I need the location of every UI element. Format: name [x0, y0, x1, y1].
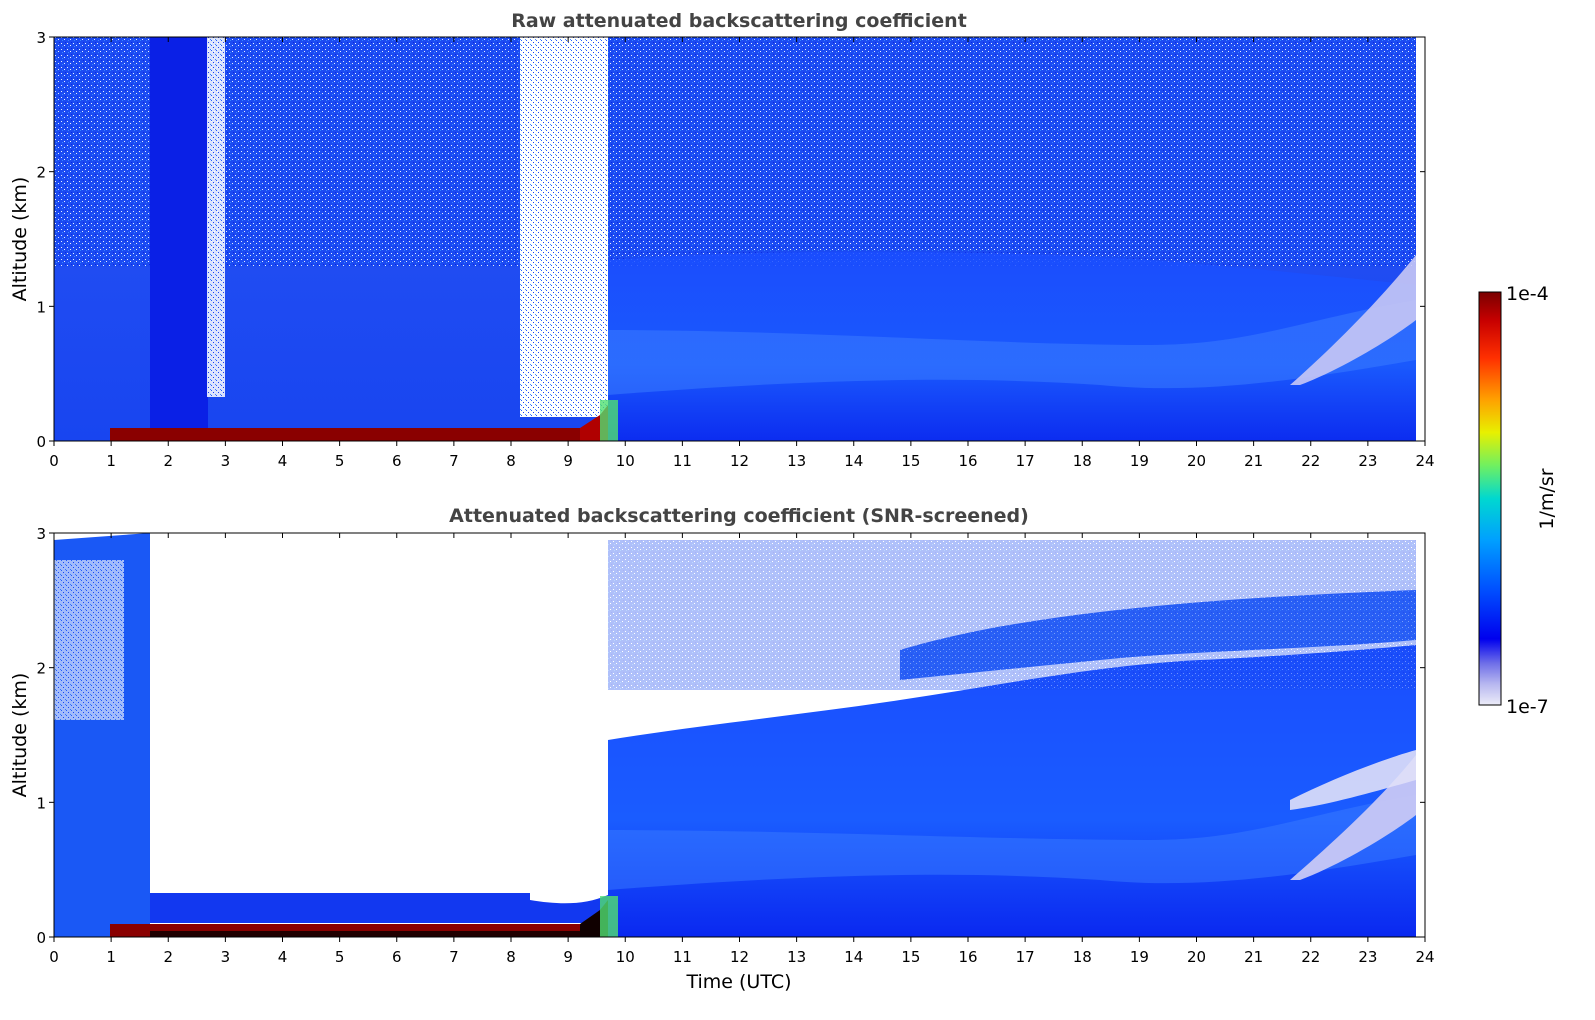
bottom-xtick-label: 10 [616, 948, 635, 966]
bottom-ytick-label: 3 [36, 525, 46, 543]
top-xtick-label: 12 [730, 452, 749, 470]
top-ylabel: Altitude (km) [9, 177, 31, 302]
top-ytick-label: 2 [36, 164, 46, 182]
bottom-xtick-label: 21 [1244, 948, 1263, 966]
top-xtick-label: 9 [563, 452, 573, 470]
bottom-ylabel: Altitude (km) [9, 673, 31, 798]
top-xtick-label: 2 [163, 452, 173, 470]
top-xtick-label: 24 [1415, 452, 1434, 470]
top-xtick-label: 21 [1244, 452, 1263, 470]
top-xtick-label: 16 [958, 452, 977, 470]
bottom-xtick-label: 9 [563, 948, 573, 966]
top-xtick-label: 10 [616, 452, 635, 470]
top-heatmap [54, 37, 1425, 441]
bottom-xtick-label: 18 [1073, 948, 1092, 966]
top-white-column [207, 37, 225, 397]
bottom-low-layer [150, 893, 530, 923]
colorbar-max-label: 1e-4 [1506, 283, 1549, 305]
top-xtick-label: 8 [506, 452, 516, 470]
top-dark-column [150, 37, 208, 441]
bottom-ytick-label: 0 [36, 929, 46, 947]
bottom-xtick-label: 12 [730, 948, 749, 966]
colorbar-unit-label: 1/m/sr [1536, 468, 1558, 529]
top-xtick-label: 19 [1130, 452, 1149, 470]
top-surface-layer [110, 428, 580, 441]
bottom-aerosol-band [608, 795, 1416, 890]
bottom-xtick-label: 15 [901, 948, 920, 966]
bottom-ytick-label: 1 [36, 794, 46, 812]
bottom-xtick-label: 14 [844, 948, 863, 966]
top-xtick-label: 15 [901, 452, 920, 470]
bottom-xtick-label: 19 [1130, 948, 1149, 966]
top-xtick-label: 3 [221, 452, 231, 470]
top-xtick-label: 13 [787, 452, 806, 470]
bottom-xtick-label: 8 [506, 948, 516, 966]
top-title: Raw attenuated backscattering coefficien… [511, 10, 967, 32]
top-xtick-label: 0 [49, 452, 59, 470]
top-ticks: 0 1 2 3 4 5 6 7 8 9 10 11 12 13 14 15 16 17 18 19 20 21 22 23 24… [36, 29, 1434, 470]
bottom-ticks: 0 1 2 3 4 5 6 7 8 9 10 11 12 13 14 15 16 17 18 19 20 21 22 23 24… [36, 525, 1434, 966]
colorbar-min-label: 1e-7 [1506, 696, 1549, 718]
bottom-xtick-label: 3 [221, 948, 231, 966]
bottom-xtick-label: 7 [449, 948, 459, 966]
top-xtick-label: 17 [1016, 452, 1035, 470]
bottom-xtick-label: 16 [958, 948, 977, 966]
top-xtick-label: 5 [335, 452, 345, 470]
bottom-cloud-top [1290, 750, 1416, 810]
top-xtick-label: 4 [278, 452, 288, 470]
bottom-xtick-label: 13 [787, 948, 806, 966]
top-xtick-label: 23 [1358, 452, 1377, 470]
top-right-edge [1416, 37, 1425, 441]
bottom-xtick-label: 1 [106, 948, 116, 966]
top-xtick-label: 7 [449, 452, 459, 470]
bottom-xtick-label: 22 [1301, 948, 1320, 966]
bottom-xtick-label: 11 [673, 948, 692, 966]
bottom-low-layer-end [530, 895, 608, 923]
top-cloud [1290, 255, 1416, 385]
top-xtick-label: 6 [392, 452, 402, 470]
bottom-xtick-label: 23 [1358, 948, 1377, 966]
top-xtick-label: 14 [844, 452, 863, 470]
bottom-heatmap [54, 533, 1425, 937]
bottom-xtick-label: 2 [163, 948, 173, 966]
top-ytick-label: 3 [36, 29, 46, 47]
top-xtick-label: 18 [1073, 452, 1092, 470]
bottom-xtick-label: 6 [392, 948, 402, 966]
top-aerosol-band [608, 300, 1416, 395]
bottom-sparse-noise [608, 540, 1416, 690]
bottom-left-sparse [54, 560, 124, 720]
top-ytick-label: 1 [36, 298, 46, 316]
top-xtick-label: 1 [106, 452, 116, 470]
bottom-xtick-label: 0 [49, 948, 59, 966]
bottom-ytick-label: 2 [36, 660, 46, 678]
top-noisy-region [520, 37, 608, 417]
bottom-xlabel: Time (UTC) [685, 971, 791, 993]
bottom-xtick-label: 20 [1187, 948, 1206, 966]
colorbar: 1e-4 1e-7 1/m/sr [1478, 283, 1558, 718]
bottom-cloud [1290, 755, 1416, 880]
bottom-xtick-label: 17 [1016, 948, 1035, 966]
bottom-near-surface-green [600, 896, 618, 937]
top-near-surface-green [600, 400, 618, 441]
bottom-xtick-label: 24 [1415, 948, 1434, 966]
top-xtick-label: 20 [1187, 452, 1206, 470]
top-panel: Raw attenuated backscattering coefficien… [9, 10, 1435, 470]
bottom-surface-black [150, 931, 580, 937]
top-xtick-label: 22 [1301, 452, 1320, 470]
bottom-xtick-label: 5 [335, 948, 345, 966]
bottom-xtick-label: 4 [278, 948, 288, 966]
colorbar-gradient [1478, 291, 1502, 706]
bottom-right-edge [1416, 533, 1425, 937]
bottom-title: Attenuated backscattering coefficient (S… [449, 505, 1029, 527]
top-ytick-label: 0 [36, 433, 46, 451]
bottom-panel: Attenuated backscattering coefficient (S… [9, 505, 1435, 993]
top-xtick-label: 11 [673, 452, 692, 470]
top-upper-noise [54, 37, 1416, 267]
